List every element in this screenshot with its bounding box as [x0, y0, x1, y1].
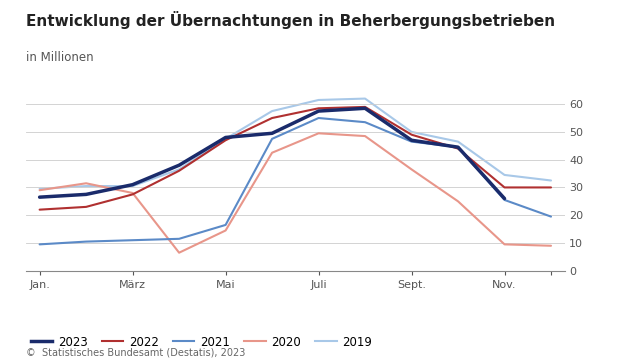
Legend: 2023, 2022, 2021, 2020, 2019: 2023, 2022, 2021, 2020, 2019 [26, 331, 377, 353]
Text: Entwicklung der Übernachtungen in Beherbergungsbetrieben: Entwicklung der Übernachtungen in Beherb… [26, 11, 555, 29]
Text: ©  Statistisches Bundesamt (Destatis), 2023: © Statistisches Bundesamt (Destatis), 20… [26, 347, 245, 357]
Text: in Millionen: in Millionen [26, 51, 93, 64]
